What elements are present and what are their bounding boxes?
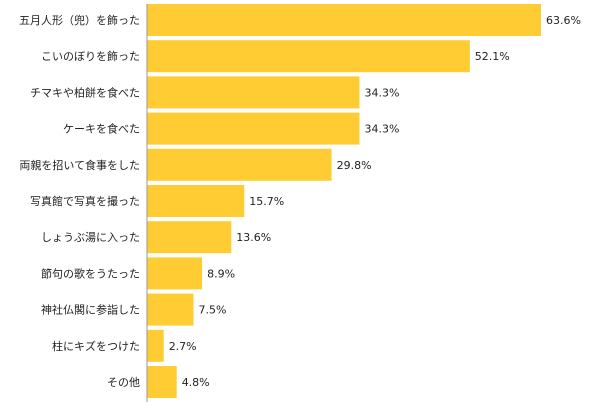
value-label-2: 34.3% [365,86,400,99]
value-label-4: 29.8% [337,159,372,172]
bar-7 [147,257,203,290]
value-label-1: 52.1% [475,50,510,63]
value-label-0: 63.6% [546,14,581,27]
category-label-6: しょうぶ湯に入った [41,231,140,244]
category-label-7: 節句の歌をうたった [41,266,140,280]
value-label-8: 7.5% [199,304,227,317]
category-label-5: 写真館で写真を撮った [30,194,140,208]
bar-2 [147,76,360,109]
bar-4 [147,148,332,181]
category-label-1: こいのぼりを飾った [41,50,140,63]
bar-1 [147,40,470,73]
category-label-10: その他 [107,376,140,389]
category-label-2: チマキや柏餅を食べた [30,85,140,99]
bar-6 [147,221,232,254]
bar-0 [147,4,541,36]
value-label-3: 34.3% [365,123,400,136]
bar-3 [147,112,360,145]
category-labels-group: 五月人形（兜）を飾ったこいのぼりを飾ったチマキや柏餅を食べたケーキを食べた両親を… [19,13,140,389]
category-label-0: 五月人形（兜）を飾った [19,13,140,27]
value-label-9: 2.7% [169,340,197,353]
category-label-8: 神社仏閣に参詣した [41,303,140,317]
value-labels-group: 63.6% 52.1% 34.3% 34.3% 29.8% 15.7% 13.6% 8.9% 7… [169,14,581,389]
value-label-5: 15.7% [249,195,284,208]
value-label-10: 4.8% [182,376,210,389]
category-label-9: 柱にキズをつけた [52,339,140,353]
bar-10 [147,366,177,398]
bar-9 [147,329,164,362]
value-label-6: 13.6% [236,231,271,244]
category-label-4: 両親を招いて食事をした [19,158,140,172]
category-label-3: ケーキを食べた [63,122,140,136]
value-label-7: 8.9% [207,267,235,280]
bar-8 [147,293,194,326]
bars-group [147,4,541,398]
bar-5 [147,185,245,217]
